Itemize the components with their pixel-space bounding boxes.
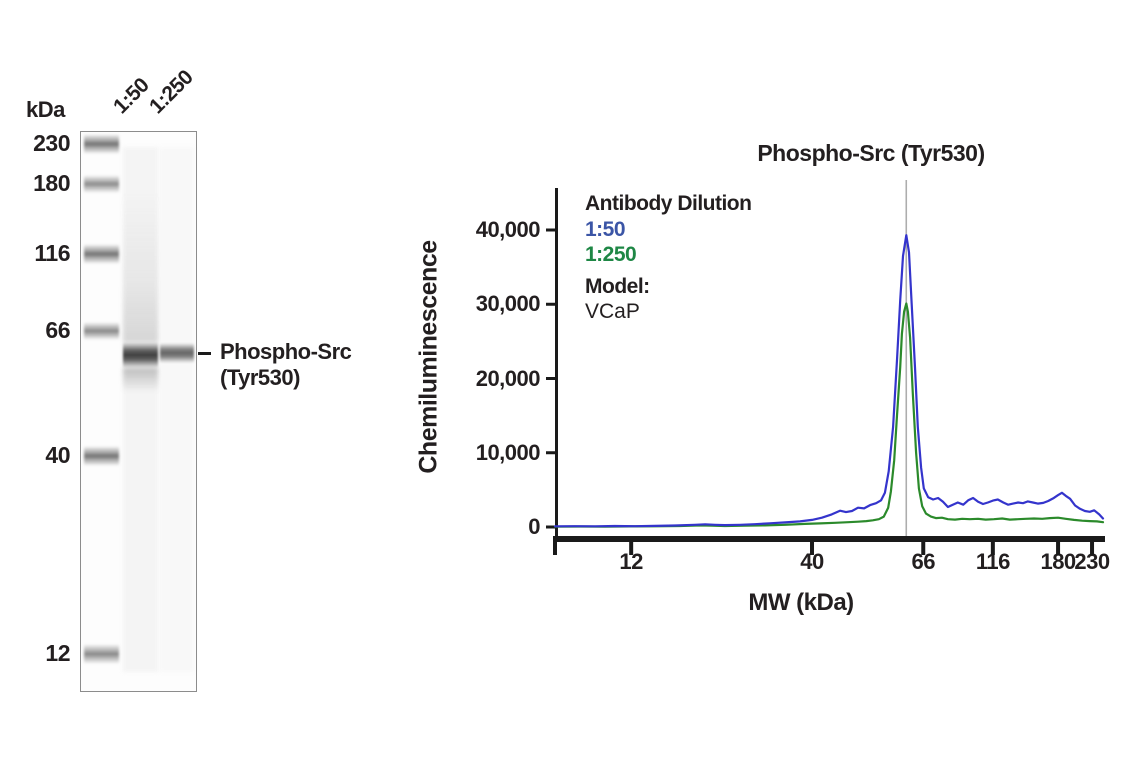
y-axis-tick xyxy=(546,451,555,455)
marker-band xyxy=(84,175,119,193)
y-tick-label: 0 xyxy=(528,514,540,539)
x-axis-tick xyxy=(1090,542,1095,555)
y-tick-label: 30,000 xyxy=(475,291,541,317)
kda-heading: kDa xyxy=(26,97,65,122)
chart-title: Phospho-Src (Tyr530) xyxy=(757,140,985,166)
marker-weight-label: 40 xyxy=(45,442,70,468)
y-tick-label: 40,000 xyxy=(475,217,541,242)
y-axis-tick xyxy=(546,377,555,380)
marker-weight-label: 116 xyxy=(34,240,70,266)
x-tick-label: 40 xyxy=(800,549,824,574)
marker-band xyxy=(84,322,119,340)
band-annotation-line1: Phospho-Src xyxy=(220,339,352,364)
legend-model-value: VCaP xyxy=(585,300,640,323)
x-axis-tick xyxy=(810,542,815,555)
lane-dilution-label: 1:50 xyxy=(109,73,154,119)
y-axis-tick xyxy=(546,302,555,306)
x-axis-title: MW (kDa) xyxy=(748,589,854,616)
x-tick-label: 66 xyxy=(911,549,936,574)
x-axis-tick xyxy=(1056,542,1061,555)
y-axis-title: Chemiluminescence xyxy=(414,240,443,474)
legend-item: 1:250 xyxy=(585,243,637,266)
legend-model-heading: Model: xyxy=(585,275,650,298)
marker-band xyxy=(84,134,119,154)
marker-weight-label: 230 xyxy=(33,130,70,156)
y-tick-label: 20,000 xyxy=(475,365,541,391)
x-axis-origin-tick xyxy=(553,542,557,555)
blot-image xyxy=(80,131,197,692)
band-pointer-dash xyxy=(198,352,211,355)
band-annotation: Phospho-Src (Tyr530) xyxy=(220,339,352,391)
marker-weight-label: 66 xyxy=(45,317,70,343)
marker-weight-label: 180 xyxy=(33,170,70,196)
marker-band xyxy=(84,446,119,466)
band-annotation-line2: (Tyr530) xyxy=(220,365,300,390)
y-axis-tick xyxy=(546,525,555,529)
marker-weight-label: 12 xyxy=(45,640,70,666)
legend-heading: Antibody Dilution xyxy=(585,192,752,215)
lane-streak xyxy=(160,147,194,672)
y-axis-tick xyxy=(546,228,555,232)
x-axis-spine xyxy=(553,536,1105,542)
sample-band xyxy=(123,342,158,368)
line-plot xyxy=(546,180,1105,555)
lane-band-tail xyxy=(123,368,158,392)
lane-streak xyxy=(123,147,158,672)
sample-band xyxy=(160,343,194,363)
series-line-1-50 xyxy=(553,234,1105,528)
x-axis-tick xyxy=(990,542,995,555)
series-line-1-250 xyxy=(553,302,1105,528)
x-tick-label: 12 xyxy=(619,549,643,574)
marker-band xyxy=(84,244,119,264)
legend-item: 1:50 xyxy=(585,218,626,241)
y-tick-label: 10,000 xyxy=(475,439,541,465)
y-axis-spine xyxy=(555,188,558,540)
x-axis-tick xyxy=(629,542,634,555)
x-axis-tick xyxy=(921,542,926,555)
marker-band xyxy=(84,644,119,664)
lane-smear xyxy=(123,192,158,342)
lane-dilution-label: 1:250 xyxy=(145,65,198,119)
